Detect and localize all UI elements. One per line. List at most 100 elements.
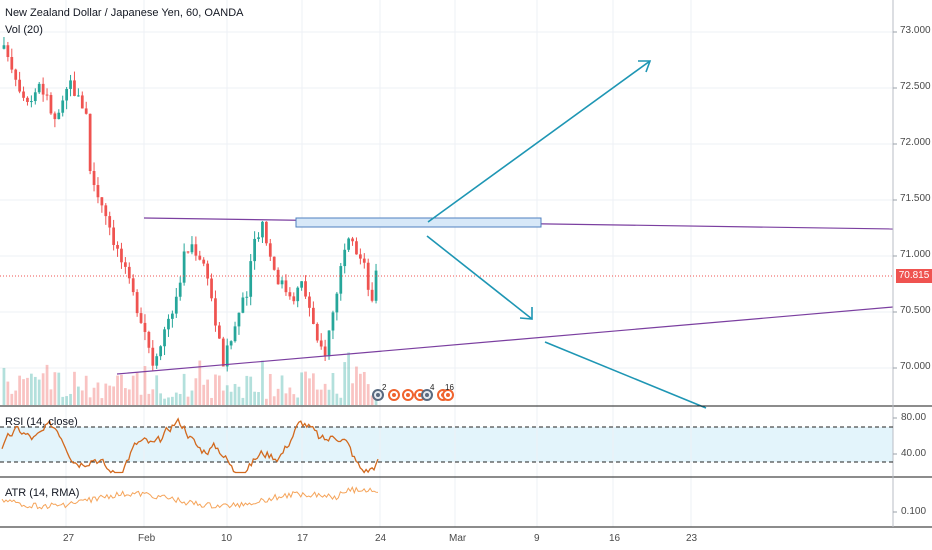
- volume-bar: [108, 385, 112, 405]
- news-event-icon[interactable]: [442, 389, 454, 401]
- volume-bar: [124, 388, 127, 405]
- volume-bar: [127, 389, 131, 405]
- candle-body: [73, 80, 76, 96]
- volume-bar: [155, 375, 159, 405]
- volume-bar: [167, 397, 170, 405]
- arrow-up-drawing[interactable]: [427, 60, 652, 223]
- candle-body: [6, 45, 10, 58]
- price-tick: 73.000: [900, 25, 931, 36]
- rectangle-drawing[interactable]: [295, 217, 542, 228]
- current-price-tag: 70.815: [896, 269, 932, 283]
- news-event-icon[interactable]: [402, 389, 414, 401]
- candle-body: [37, 83, 41, 93]
- candle-body: [327, 330, 331, 357]
- event-count: 2: [382, 383, 387, 392]
- volume-bar: [347, 352, 350, 405]
- volume-bar: [210, 397, 213, 405]
- event-count: 16: [445, 383, 454, 392]
- rsi-legend[interactable]: RSI (14, close): [5, 416, 78, 428]
- volume-bar: [80, 390, 84, 405]
- volume-bar: [112, 386, 115, 405]
- volume-bar: [304, 371, 307, 405]
- volume-bar: [182, 373, 186, 405]
- candle-body: [33, 92, 37, 102]
- volume-bar: [116, 375, 119, 405]
- symbol-title[interactable]: New Zealand Dollar / Japanese Yen, 60, O…: [5, 7, 244, 19]
- volume-bar: [88, 397, 92, 405]
- volume-bar: [30, 373, 33, 405]
- volume-bar: [214, 374, 217, 405]
- candle-body: [167, 318, 170, 330]
- price-tick: 72.000: [900, 137, 931, 148]
- volume-bar: [77, 386, 80, 405]
- candle-body: [174, 296, 178, 314]
- support-trendline[interactable]: [116, 306, 894, 375]
- arrow-down-drawing[interactable]: [426, 235, 533, 320]
- volume-bar: [49, 389, 53, 405]
- price-tick: 71.000: [900, 249, 931, 260]
- candle-body: [308, 296, 311, 308]
- candle-body: [53, 113, 57, 120]
- candle-body: [241, 297, 245, 313]
- candle-body: [10, 57, 14, 70]
- candle-body: [108, 216, 112, 228]
- volume-bar: [272, 396, 276, 405]
- candle-body: [370, 289, 374, 301]
- candle-body: [284, 280, 288, 293]
- volume-bar: [147, 393, 151, 405]
- candle-body: [77, 95, 80, 97]
- volume-bar: [194, 378, 198, 405]
- rsi-line: [1, 417, 379, 474]
- economic-event-icon[interactable]: [372, 389, 384, 401]
- time-tick: 16: [609, 533, 621, 544]
- candle-body: [65, 88, 68, 101]
- news-event-icon[interactable]: [388, 389, 400, 401]
- volume-bar: [327, 389, 331, 405]
- volume-bar: [218, 375, 221, 405]
- volume-bar: [362, 371, 366, 405]
- volume-bar: [225, 385, 229, 405]
- candle-body: [155, 356, 159, 366]
- candle-body: [202, 259, 206, 264]
- volume-bar: [131, 375, 135, 405]
- time-tick: 27: [63, 533, 75, 544]
- volume-bar: [198, 360, 202, 405]
- volume-legend[interactable]: Vol (20): [5, 24, 43, 36]
- candle-body: [18, 79, 21, 92]
- volume-bar: [245, 375, 249, 405]
- candle-body: [296, 287, 300, 302]
- candle-body: [30, 101, 33, 103]
- volume-bar: [10, 393, 14, 405]
- volume-bar: [92, 387, 96, 405]
- volume-bar: [312, 373, 315, 405]
- volume-bar: [73, 371, 76, 405]
- volume-bar: [174, 392, 178, 405]
- candle-body: [261, 221, 264, 238]
- volume-bar: [6, 381, 10, 405]
- candle-body: [104, 205, 108, 217]
- volume-bar: [202, 384, 206, 405]
- candle-body: [312, 307, 315, 324]
- candle-body: [92, 171, 96, 186]
- candle-body: [178, 282, 182, 297]
- volume-bar: [319, 389, 323, 405]
- volume-bar: [135, 372, 139, 405]
- candle-body: [210, 278, 213, 299]
- candle-body: [221, 338, 225, 367]
- time-tick: 17: [297, 533, 309, 544]
- price-series: [2, 37, 378, 372]
- volume-bar: [178, 393, 182, 405]
- volume-bar: [370, 395, 374, 405]
- arrow-down-drawing-2[interactable]: [544, 341, 707, 409]
- candle-body: [225, 345, 229, 367]
- atr-line: [1, 486, 379, 510]
- event-count: 4: [430, 383, 435, 392]
- candle-body: [159, 346, 162, 357]
- economic-event-icon[interactable]: [421, 389, 433, 401]
- volume-bar: [288, 387, 292, 405]
- candle-body: [88, 113, 92, 172]
- atr-legend[interactable]: ATR (14, RMA): [5, 487, 80, 499]
- volume-bar: [308, 378, 311, 405]
